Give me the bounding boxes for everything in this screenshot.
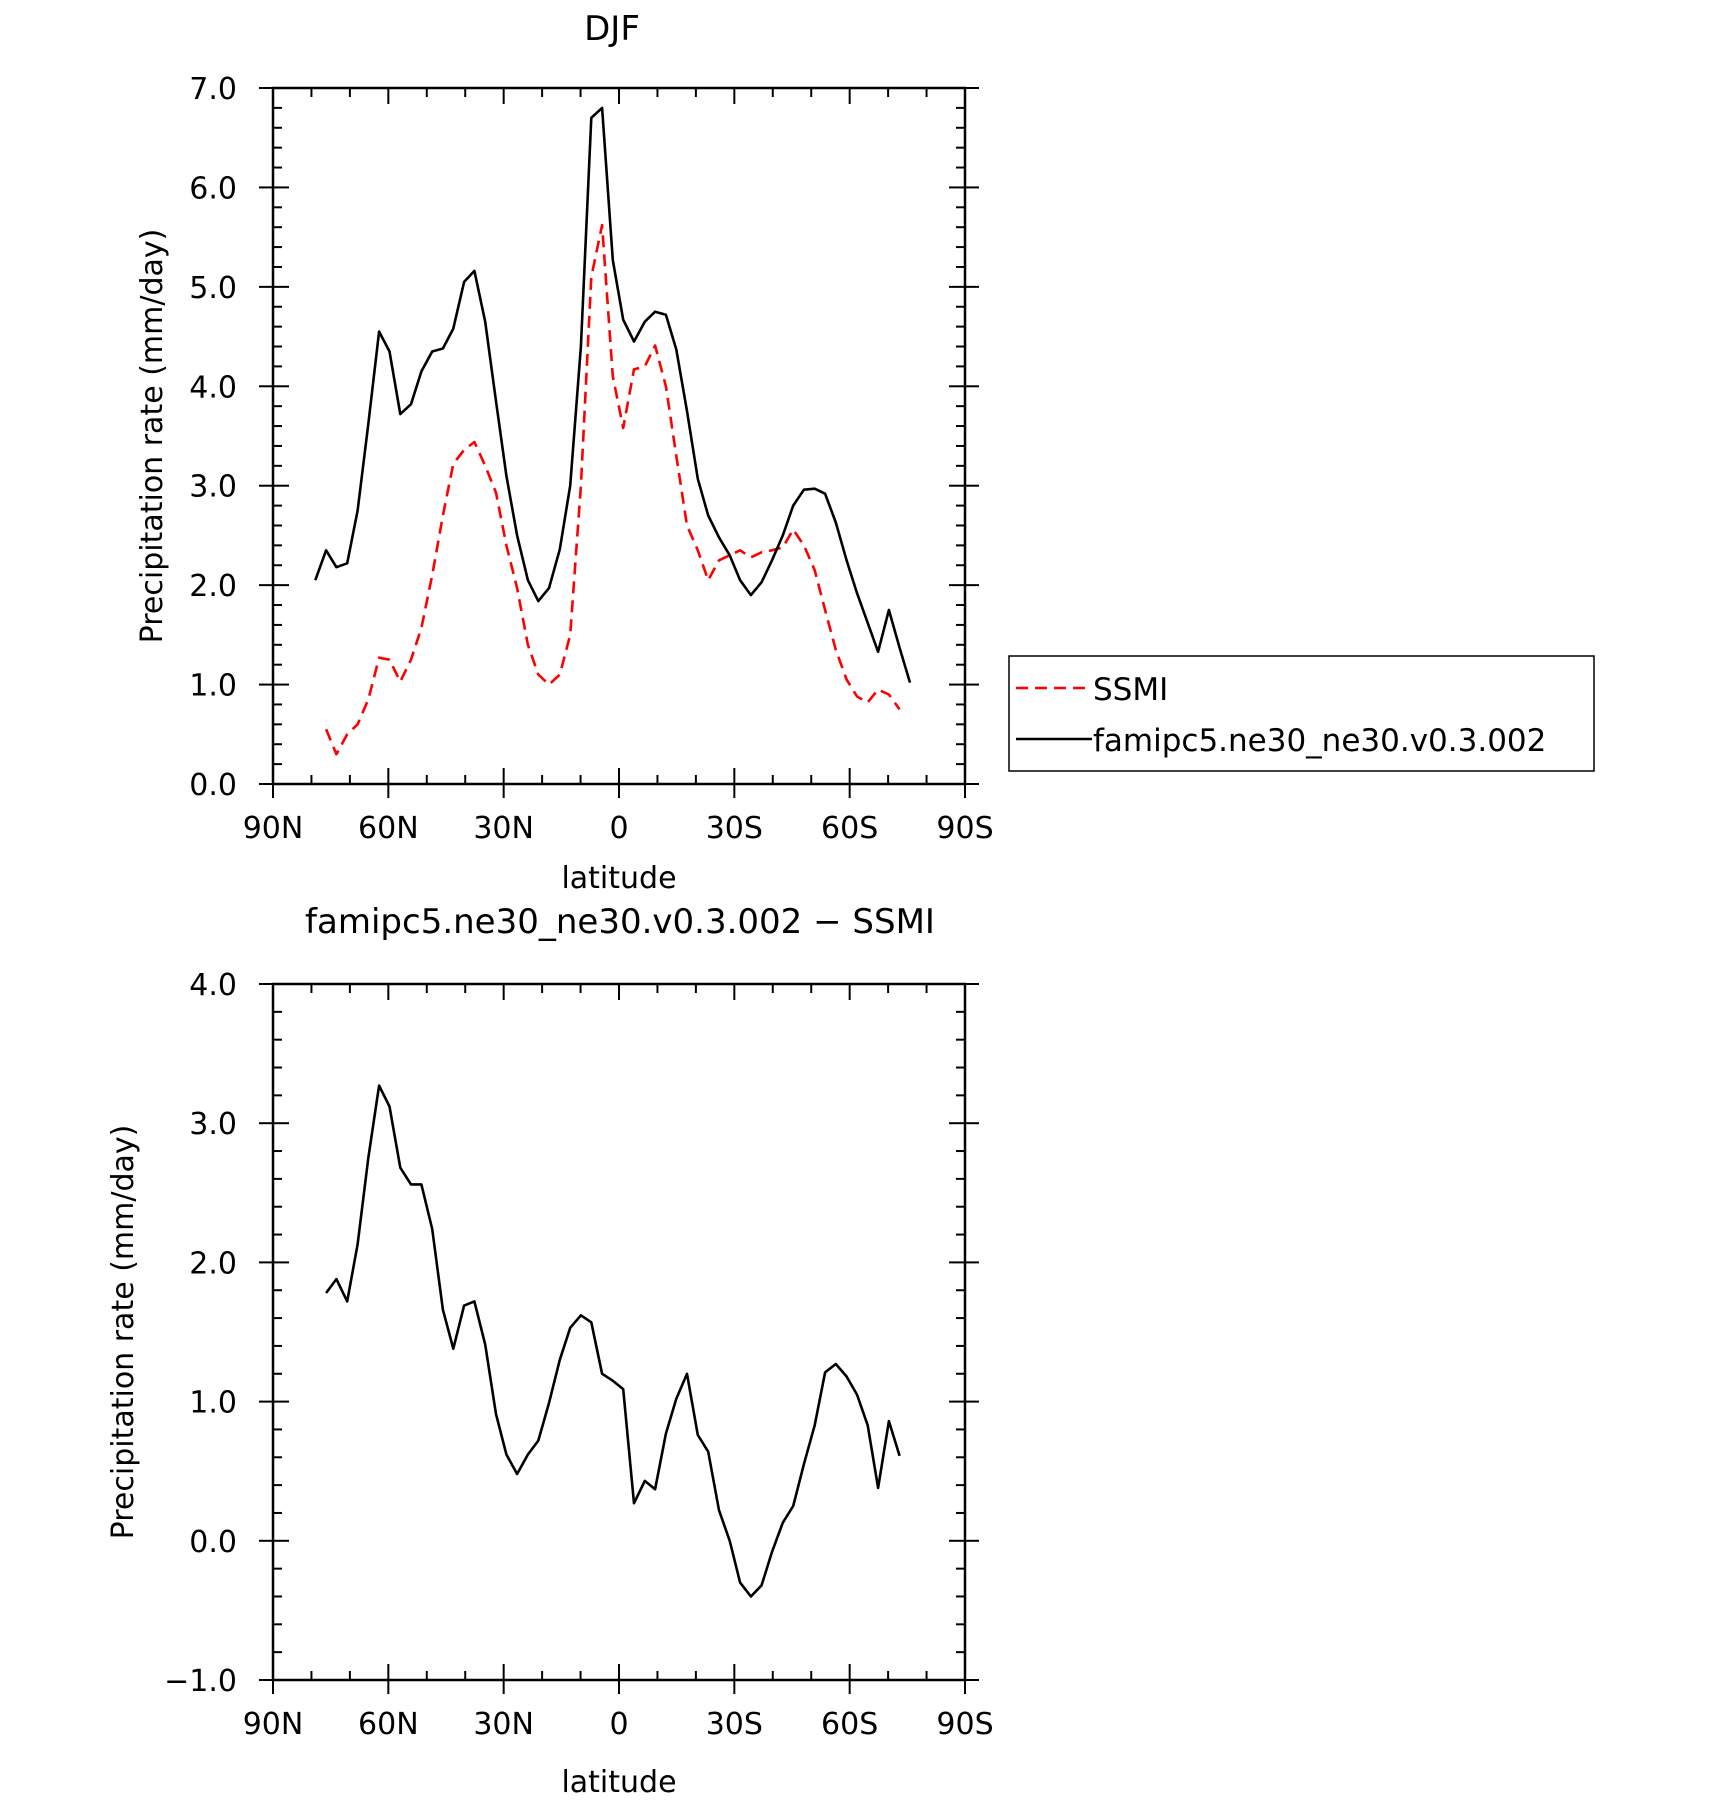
y-tick-label: 3.0	[189, 470, 237, 505]
x-tick-label: 60S	[821, 1707, 878, 1742]
plot-frame	[271, 86, 967, 786]
chart-title: DJF	[584, 9, 640, 49]
x-axis-label: latitude	[561, 861, 676, 896]
x-tick-label: 90S	[936, 1707, 993, 1742]
y-tick-label: 2.0	[189, 569, 237, 604]
series-line-ssmi	[324, 223, 901, 756]
y-tick-label: 5.0	[189, 271, 237, 306]
y-tick-label: 1.0	[189, 1386, 237, 1421]
legend: SSMI famipc5.ne30_ne30.v0.3.002	[1008, 655, 1595, 772]
x-tick-label: 0	[609, 811, 628, 846]
legend-label-ssmi: SSMI	[1093, 672, 1168, 708]
x-tick-label: 90N	[243, 811, 304, 846]
x-tick-label: 30N	[473, 811, 534, 846]
x-tick-label: 30S	[706, 811, 763, 846]
precip-djf-panel: DJF 90N 60N 30N 0 30S 60S 90S 0.0 1.0 2.0 3.0 4.0 5.…	[135, 9, 1595, 896]
x-axis-label: latitude	[561, 1765, 676, 1800]
x-tick-label: 30N	[473, 1707, 534, 1742]
series-line-famipc5-ne30-ne30-v0-3-002	[314, 106, 912, 683]
x-tick-label: 60N	[358, 811, 419, 846]
y-tick-label: 4.0	[189, 968, 237, 1003]
series-lines	[325, 1084, 901, 1598]
x-tick-label: 90N	[243, 1707, 304, 1742]
plot-frame	[271, 982, 967, 1682]
y-axis-label: Precipitation rate (mm/day)	[135, 229, 170, 644]
y-tick-label: 7.0	[189, 72, 237, 107]
series-lines	[314, 106, 912, 756]
chart-title: famipc5.ne30_ne30.v0.3.002 − SSMI	[305, 902, 935, 942]
x-tick-label: 60N	[358, 1707, 419, 1742]
y-axis-label: Precipitation rate (mm/day)	[106, 1125, 141, 1540]
y-tick-label: 0.0	[189, 1525, 237, 1560]
legend-box	[1008, 655, 1595, 772]
y-tick-label: 6.0	[189, 171, 237, 206]
y-tick-label: 1.0	[189, 669, 237, 704]
y-tick-label: 3.0	[189, 1107, 237, 1142]
axis-ticks: 90N 60N 30N 0 30S 60S 90S 0.0 1.0 2.0 3.0 4.0 5.0 6.0…	[189, 72, 993, 846]
x-tick-label: 60S	[821, 811, 878, 846]
x-tick-label: 0	[609, 1707, 628, 1742]
x-tick-label: 90S	[936, 811, 993, 846]
legend-label-model: famipc5.ne30_ne30.v0.3.002	[1093, 723, 1546, 759]
precip-difference-panel: famipc5.ne30_ne30.v0.3.002 − SSMI 90N 60N…	[106, 902, 994, 1800]
axis-ticks: 90N 60N 30N 0 30S 60S 90S −1.0 0.0 1.0 2.0 3.0 4.0	[164, 968, 993, 1742]
series-line-difference	[325, 1084, 901, 1598]
y-tick-label: 2.0	[189, 1246, 237, 1281]
x-tick-label: 30S	[706, 1707, 763, 1742]
y-tick-label: −1.0	[164, 1664, 237, 1699]
y-tick-label: 4.0	[189, 370, 237, 405]
y-tick-label: 0.0	[189, 768, 237, 803]
